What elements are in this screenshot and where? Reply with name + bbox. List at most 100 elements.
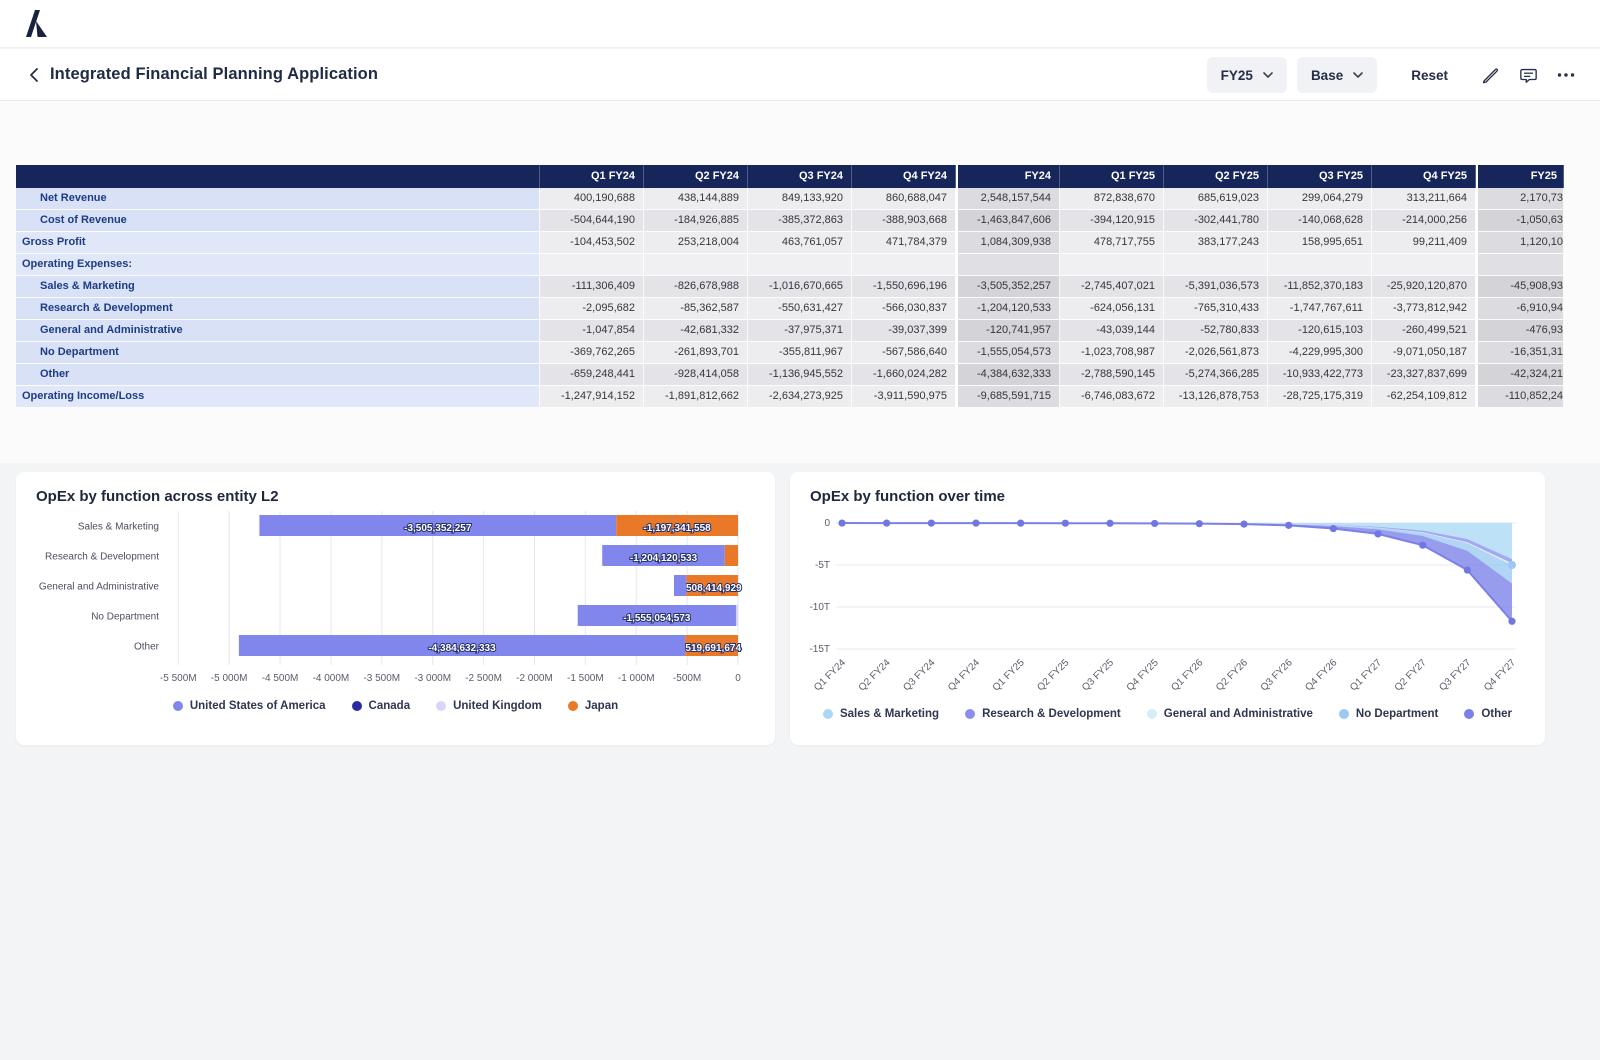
bar-segment[interactable] [736, 605, 738, 626]
table-cell[interactable]: -23,327,837,699 [1372, 364, 1476, 386]
table-cell[interactable]: -4,229,995,300 [1268, 342, 1372, 364]
data-point-marker[interactable] [1106, 520, 1113, 527]
table-cell[interactable]: -9,071,050,187 [1372, 342, 1476, 364]
row-label[interactable]: Operating Expenses: [16, 254, 540, 276]
table-cell[interactable]: -43,039,144 [1060, 320, 1164, 342]
table-cell[interactable]: -1,204,120,533 [956, 298, 1060, 320]
table-cell[interactable]: -13,126,878,753 [1164, 386, 1268, 408]
legend-item[interactable]: General and Administrative [1147, 708, 1313, 720]
table-cell[interactable]: -6,910,94 [1476, 298, 1564, 320]
table-cell[interactable]: -52,780,833 [1164, 320, 1268, 342]
table-cell[interactable]: -1,247,914,152 [540, 386, 644, 408]
comment-button[interactable] [1514, 61, 1542, 89]
data-point-marker[interactable] [1419, 542, 1426, 549]
table-cell[interactable]: 860,688,047 [852, 188, 956, 210]
table-cell[interactable]: -1,136,945,552 [748, 364, 852, 386]
table-cell[interactable] [1476, 254, 1564, 276]
table-cell[interactable]: -1,660,024,282 [852, 364, 956, 386]
table-cell[interactable]: -550,631,427 [748, 298, 852, 320]
row-label[interactable]: Cost of Revenue [16, 210, 540, 232]
table-cell[interactable]: -11,852,370,183 [1268, 276, 1372, 298]
table-cell[interactable]: -1,023,708,987 [1060, 342, 1164, 364]
bar-segment[interactable] [674, 575, 686, 596]
table-cell[interactable]: 438,144,889 [644, 188, 748, 210]
table-cell[interactable]: 158,995,651 [1268, 232, 1372, 254]
column-header[interactable]: Q4 FY24 [852, 165, 956, 188]
table-cell[interactable]: -1,463,847,606 [956, 210, 1060, 232]
table-cell[interactable]: -504,644,190 [540, 210, 644, 232]
table-cell[interactable]: 478,717,755 [1060, 232, 1164, 254]
table-cell[interactable] [1060, 254, 1164, 276]
table-cell[interactable]: -42,681,332 [644, 320, 748, 342]
table-cell[interactable]: -120,741,957 [956, 320, 1060, 342]
data-point-marker[interactable] [1508, 618, 1515, 625]
row-label[interactable]: Gross Profit [16, 232, 540, 254]
table-cell[interactable]: -184,926,885 [644, 210, 748, 232]
table-cell[interactable]: -214,000,256 [1372, 210, 1476, 232]
table-cell[interactable]: -1,050,63 [1476, 210, 1564, 232]
data-point-marker[interactable] [838, 519, 845, 526]
data-point-marker[interactable] [972, 520, 979, 527]
table-cell[interactable]: 383,177,243 [1164, 232, 1268, 254]
column-header[interactable]: FY25 [1476, 165, 1564, 188]
data-point-marker[interactable] [883, 519, 890, 526]
legend-item[interactable]: Sales & Marketing [823, 708, 939, 720]
table-cell[interactable]: -16,351,31 [1476, 342, 1564, 364]
data-point-marker[interactable] [1017, 520, 1024, 527]
table-cell[interactable]: -476,93 [1476, 320, 1564, 342]
table-cell[interactable]: -302,441,780 [1164, 210, 1268, 232]
column-header[interactable]: Q2 FY24 [644, 165, 748, 188]
table-cell[interactable]: -624,056,131 [1060, 298, 1164, 320]
column-header[interactable]: Q3 FY24 [748, 165, 852, 188]
edit-button[interactable] [1476, 61, 1504, 89]
table-cell[interactable]: 313,211,664 [1372, 188, 1476, 210]
table-cell[interactable]: -2,634,273,925 [748, 386, 852, 408]
table-cell[interactable]: -2,745,407,021 [1060, 276, 1164, 298]
table-cell[interactable] [1372, 254, 1476, 276]
data-point-marker[interactable] [1062, 520, 1069, 527]
data-point-marker[interactable] [1285, 522, 1292, 529]
data-point-marker[interactable] [1151, 520, 1158, 527]
table-cell[interactable]: -5,391,036,573 [1164, 276, 1268, 298]
table-cell[interactable]: 2,548,157,544 [956, 188, 1060, 210]
legend-item[interactable]: Research & Development [965, 708, 1121, 720]
table-cell[interactable]: -85,362,587 [644, 298, 748, 320]
table-cell[interactable]: 253,218,004 [644, 232, 748, 254]
table-cell[interactable] [644, 254, 748, 276]
table-cell[interactable] [1164, 254, 1268, 276]
table-cell[interactable] [852, 254, 956, 276]
more-options-button[interactable] [1552, 61, 1580, 89]
table-cell[interactable] [956, 254, 1060, 276]
table-cell[interactable]: 872,838,670 [1060, 188, 1164, 210]
column-header[interactable]: Q3 FY25 [1268, 165, 1372, 188]
table-cell[interactable]: 849,133,920 [748, 188, 852, 210]
legend-item[interactable]: Other [1464, 708, 1512, 720]
table-cell[interactable]: -62,254,109,812 [1372, 386, 1476, 408]
table-cell[interactable] [748, 254, 852, 276]
table-cell[interactable]: -111,306,409 [540, 276, 644, 298]
legend-item[interactable]: No Department [1339, 708, 1438, 720]
table-cell[interactable]: 463,761,057 [748, 232, 852, 254]
table-cell[interactable]: -3,911,590,975 [852, 386, 956, 408]
version-selector-dropdown[interactable]: Base [1297, 57, 1377, 93]
table-cell[interactable]: -104,453,502 [540, 232, 644, 254]
table-cell[interactable]: 400,190,688 [540, 188, 644, 210]
table-cell[interactable]: 685,619,023 [1164, 188, 1268, 210]
table-cell[interactable]: -567,586,640 [852, 342, 956, 364]
table-cell[interactable]: -1,550,696,196 [852, 276, 956, 298]
table-cell[interactable]: -25,920,120,870 [1372, 276, 1476, 298]
row-label[interactable]: Net Revenue [16, 188, 540, 210]
column-header[interactable]: FY24 [956, 165, 1060, 188]
row-label[interactable]: Other [16, 364, 540, 386]
table-cell[interactable]: -1,747,767,611 [1268, 298, 1372, 320]
data-point-marker[interactable] [1464, 566, 1471, 573]
table-cell[interactable]: -140,068,628 [1268, 210, 1372, 232]
table-cell[interactable]: -5,274,366,285 [1164, 364, 1268, 386]
table-cell[interactable]: 2,170,73 [1476, 188, 1564, 210]
period-selector-dropdown[interactable]: FY25 [1207, 57, 1287, 93]
legend-item[interactable]: United Kingdom [436, 700, 542, 712]
table-cell[interactable]: -1,555,054,573 [956, 342, 1060, 364]
data-point-marker[interactable] [1240, 520, 1247, 527]
legend-item[interactable]: Canada [352, 700, 411, 712]
table-cell[interactable]: -369,762,265 [540, 342, 644, 364]
